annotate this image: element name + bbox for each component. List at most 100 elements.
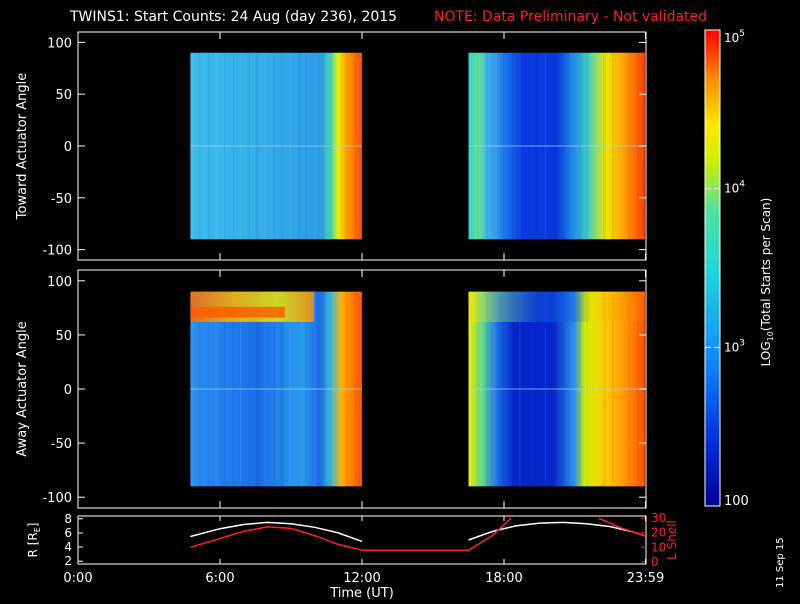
- data-streak: [224, 291, 226, 487]
- data-streak: [216, 52, 219, 240]
- top-panel-ylabel: Toward Actuator Angle: [15, 73, 30, 220]
- data-streak: [486, 52, 488, 240]
- data-streak: [579, 52, 581, 240]
- xtick-label: 6:00: [205, 571, 234, 586]
- data-streak: [330, 52, 332, 240]
- data-streak: [199, 52, 201, 240]
- data-streak: [503, 291, 505, 487]
- data-streak: [528, 291, 530, 487]
- data-streak: [282, 291, 284, 487]
- bottom-panel-right-ylabel: L Shell: [665, 520, 679, 560]
- data-streak: [486, 291, 488, 487]
- plot-title: TWINS1: Start Counts: 24 Aug (day 236), …: [69, 9, 397, 25]
- colorbar-label: LOG10(Total Starts per Scan): [759, 198, 775, 367]
- data-streak: [579, 291, 581, 487]
- data-streak: [298, 52, 300, 240]
- data-streak: [255, 291, 258, 487]
- data-streak: [257, 52, 259, 240]
- data-streak: [563, 291, 565, 487]
- data-streak: [604, 52, 607, 240]
- xtick-label: 0:00: [63, 571, 92, 586]
- data-streak: [323, 52, 325, 240]
- data-streak: [537, 52, 539, 240]
- ytick-label: -100: [42, 244, 72, 259]
- data-streak: [512, 52, 514, 240]
- data-streak: [512, 291, 514, 487]
- ytick-label: 100: [47, 275, 72, 290]
- data-streak: [503, 52, 505, 240]
- data-streak: [595, 291, 597, 487]
- ytick-label: 50: [55, 329, 72, 344]
- data-streak: [280, 291, 282, 487]
- ytick-label: 0: [64, 140, 72, 155]
- data-streak: [215, 291, 217, 487]
- data-streak: [354, 52, 357, 240]
- data-streak: [470, 52, 472, 240]
- data-streak: [305, 52, 307, 240]
- data-streak: [468, 291, 470, 487]
- data-streak: [215, 52, 217, 240]
- data-streak: [192, 52, 194, 240]
- right-ytick-label: 20: [651, 526, 666, 540]
- data-streak: [495, 291, 497, 487]
- data-streak: [346, 291, 348, 487]
- data-streak: [563, 52, 565, 240]
- data-streak: [239, 291, 242, 487]
- data-streak: [257, 291, 259, 487]
- data-streak: [192, 291, 194, 487]
- data-streak: [621, 52, 623, 240]
- radius-line: [468, 521, 646, 541]
- data-streak: [321, 52, 323, 240]
- data-streak: [637, 52, 639, 240]
- data-streak: [280, 52, 282, 240]
- preliminary-note: NOTE: Data Preliminary - Not validated: [434, 9, 707, 25]
- data-streak: [561, 52, 563, 240]
- data-streak: [603, 291, 605, 487]
- bottom-panel-left-ylabel: R [RE]: [26, 523, 42, 558]
- left-ytick-label: 2: [64, 554, 72, 568]
- colorbar-tick-label: 103: [724, 338, 745, 354]
- ytick-label: -50: [51, 437, 72, 452]
- data-streak: [248, 52, 250, 240]
- x-axis-label: Time (UT): [329, 586, 394, 600]
- zero-angle-seam: [190, 388, 362, 390]
- orbit-lines: [190, 517, 646, 551]
- data-streak: [323, 291, 325, 487]
- ytick-label: -100: [42, 491, 72, 506]
- data-streak: [604, 291, 607, 487]
- data-streak: [354, 291, 357, 487]
- data-streak: [216, 291, 219, 487]
- data-streak: [208, 52, 210, 240]
- middle-panel-yticks: 100 50 0 -50 -100: [42, 270, 647, 508]
- colorbar-tick-label: 105: [724, 29, 745, 45]
- data-streak: [519, 291, 521, 487]
- xtick-label: 23:59: [627, 571, 664, 586]
- data-streak: [570, 291, 572, 487]
- data-streak: [232, 291, 235, 487]
- data-streak: [495, 52, 497, 240]
- data-streak: [305, 291, 307, 487]
- zero-angle-seam: [468, 388, 645, 390]
- data-block: [190, 291, 362, 487]
- data-streak: [346, 52, 348, 240]
- data-streak: [493, 291, 496, 487]
- data-streak: [208, 291, 210, 487]
- right-ytick-label: 0: [651, 555, 659, 569]
- ytick-label: 100: [47, 36, 72, 51]
- data-streak: [239, 52, 242, 240]
- data-streak: [595, 52, 597, 240]
- left-ytick-label: 8: [64, 512, 72, 526]
- data-streak: [289, 291, 291, 487]
- ytick-label: -50: [51, 192, 72, 207]
- zero-angle-seam: [190, 145, 362, 147]
- data-block: [468, 52, 645, 240]
- data-streak: [330, 291, 332, 487]
- middle-panel-ylabel: Away Actuator Angle: [15, 321, 30, 456]
- data-streak: [621, 291, 623, 487]
- exponent: 5: [739, 29, 745, 39]
- data-streak: [586, 291, 588, 487]
- exponent: 4: [739, 180, 745, 190]
